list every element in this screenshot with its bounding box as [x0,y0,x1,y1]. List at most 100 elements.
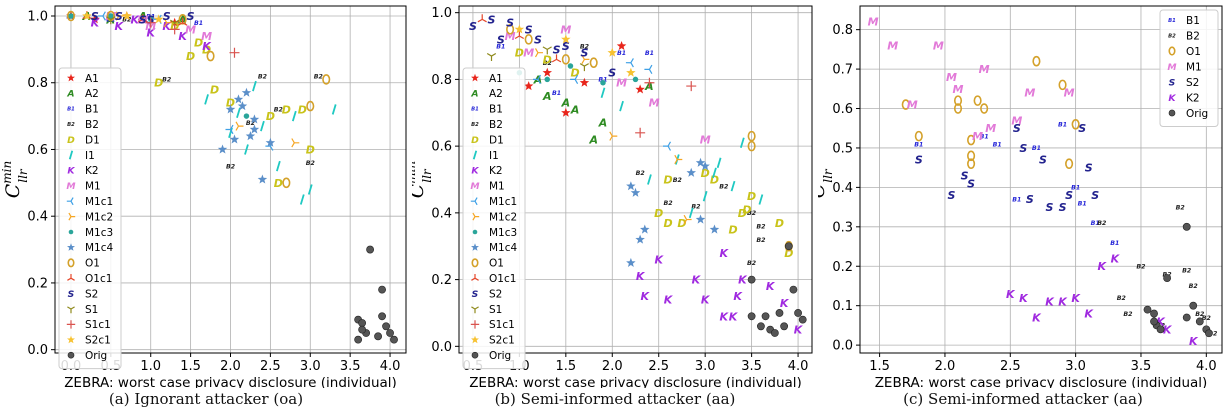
svg-text:K: K [1111,252,1121,265]
point-M1c3 [108,13,114,19]
svg-text:D: D [677,217,686,230]
y-tick-label: 0.5 [832,141,853,156]
svg-text:M: M [649,97,660,110]
svg-text:K: K [780,297,790,310]
point-M1c4 [630,187,641,197]
point-M1c4 [249,124,260,134]
point-B2: B2 [1182,267,1191,274]
y-tick-label: 0.6 [431,140,452,155]
svg-text:S: S [1169,77,1176,88]
point-S2: S [961,170,969,183]
x-tick-label: 2.0 [935,359,956,374]
legend-marker-S1 [67,306,75,314]
x-axis-label: ZEBRA: worst case privacy disclosure (in… [875,375,1208,388]
y-tick-label: 0.8 [431,73,452,88]
point-Orig [1189,301,1198,310]
svg-text:K: K [1019,292,1029,305]
svg-text:M: M [616,77,627,90]
point-M1c4 [695,157,706,167]
point-M1c2 [115,11,124,21]
point-O1 [914,130,923,142]
svg-text:M: M [979,63,990,76]
svg-text:K: K [766,280,776,293]
point-Orig [747,275,756,284]
point-M1c2 [534,48,544,58]
point-M1c1 [662,141,672,151]
svg-text:S: S [497,33,505,46]
point-S1c1 [686,81,697,92]
legend-marker-S2: S [1169,77,1176,88]
legend-label-O1c1: O1c1 [85,273,112,285]
point-O1 [1058,79,1067,91]
svg-text:K: K [641,290,651,303]
svg-text:A: A [542,90,552,103]
point-Orig [1205,329,1213,338]
point-M1c2 [683,214,692,225]
legend-label-S2: S2 [1186,77,1199,89]
point-K2: K [1045,296,1055,309]
svg-text:B1: B1 [914,141,923,148]
x-tick-label: 4.0 [380,359,401,374]
svg-text:B1: B1 [1091,220,1100,227]
svg-text:B1: B1 [471,107,479,113]
point-D1: D [515,47,524,60]
legend-label-S2: S2 [489,288,502,300]
legend-marker-M1: M [1167,62,1176,73]
svg-text:B2: B2 [258,73,267,80]
point-B2: B2 [306,160,315,167]
legend-label-Orig: Orig [85,350,107,362]
scatter-chart-a: 0.00.51.01.52.02.53.03.54.00.00.20.40.60… [0,5,407,388]
point-B2: B2 [747,210,756,217]
point-M1: M [505,30,516,43]
point-M1c1 [570,74,579,85]
chart-panel-a: 0.00.51.01.52.02.53.03.54.00.00.20.40.60… [0,0,412,419]
svg-text:B2: B2 [226,163,235,170]
point-S2c1 [82,11,92,21]
point-M1: M [700,133,711,146]
point-B1: B1 [993,141,1002,148]
x-tick-label: 2.0 [220,359,241,374]
svg-text:B1: B1 [1032,145,1041,152]
point-B1: B1 [1110,240,1119,247]
legend-label-O1: O1 [1186,46,1201,58]
point-B2: B2 [1097,220,1106,227]
point-S2c1 [561,34,571,44]
point-K2: K [1189,335,1199,348]
point-D1: D [202,43,211,56]
point-O1 [561,54,570,65]
svg-text:K: K [654,254,664,267]
point-B1: B1 [617,50,626,57]
svg-text:S: S [506,17,514,30]
legend-label-O1c1: O1c1 [489,273,516,285]
point-O1c1 [514,30,524,40]
point-M1: M [185,23,196,36]
point-O1c1 [477,14,487,23]
point-I1 [688,207,694,219]
point-I1 [244,144,249,155]
legend-label-B2: B2 [489,119,503,131]
point-S2: S [525,23,533,36]
point-M1: M [887,39,898,52]
point-Orig [1150,309,1158,318]
point-A2: A [542,90,552,103]
legend-label-M1c4: M1c4 [489,242,518,254]
point-S2c1 [122,11,132,21]
legend-marker-M1c2 [472,212,480,221]
point-B1: B1 [645,50,654,57]
legend-marker-M1c3 [68,229,74,235]
svg-text:M: M [700,133,711,146]
point-Orig [354,335,363,344]
x-axis-label: ZEBRA: worst case privacy disclosure (in… [469,375,802,388]
point-B2: B2 [1195,311,1204,318]
legend-label-I1: I1 [489,150,499,162]
svg-text:K: K [1006,288,1016,301]
point-O1c1 [138,14,148,23]
svg-text:D: D [663,173,672,186]
legend-marker-S2: S [472,289,479,300]
point-S2c1 [626,67,636,77]
svg-text:M: M [523,47,534,60]
point-B2: B2 [719,183,728,190]
point-M1c1 [644,64,653,74]
y-tick-label: 0.6 [832,102,853,117]
